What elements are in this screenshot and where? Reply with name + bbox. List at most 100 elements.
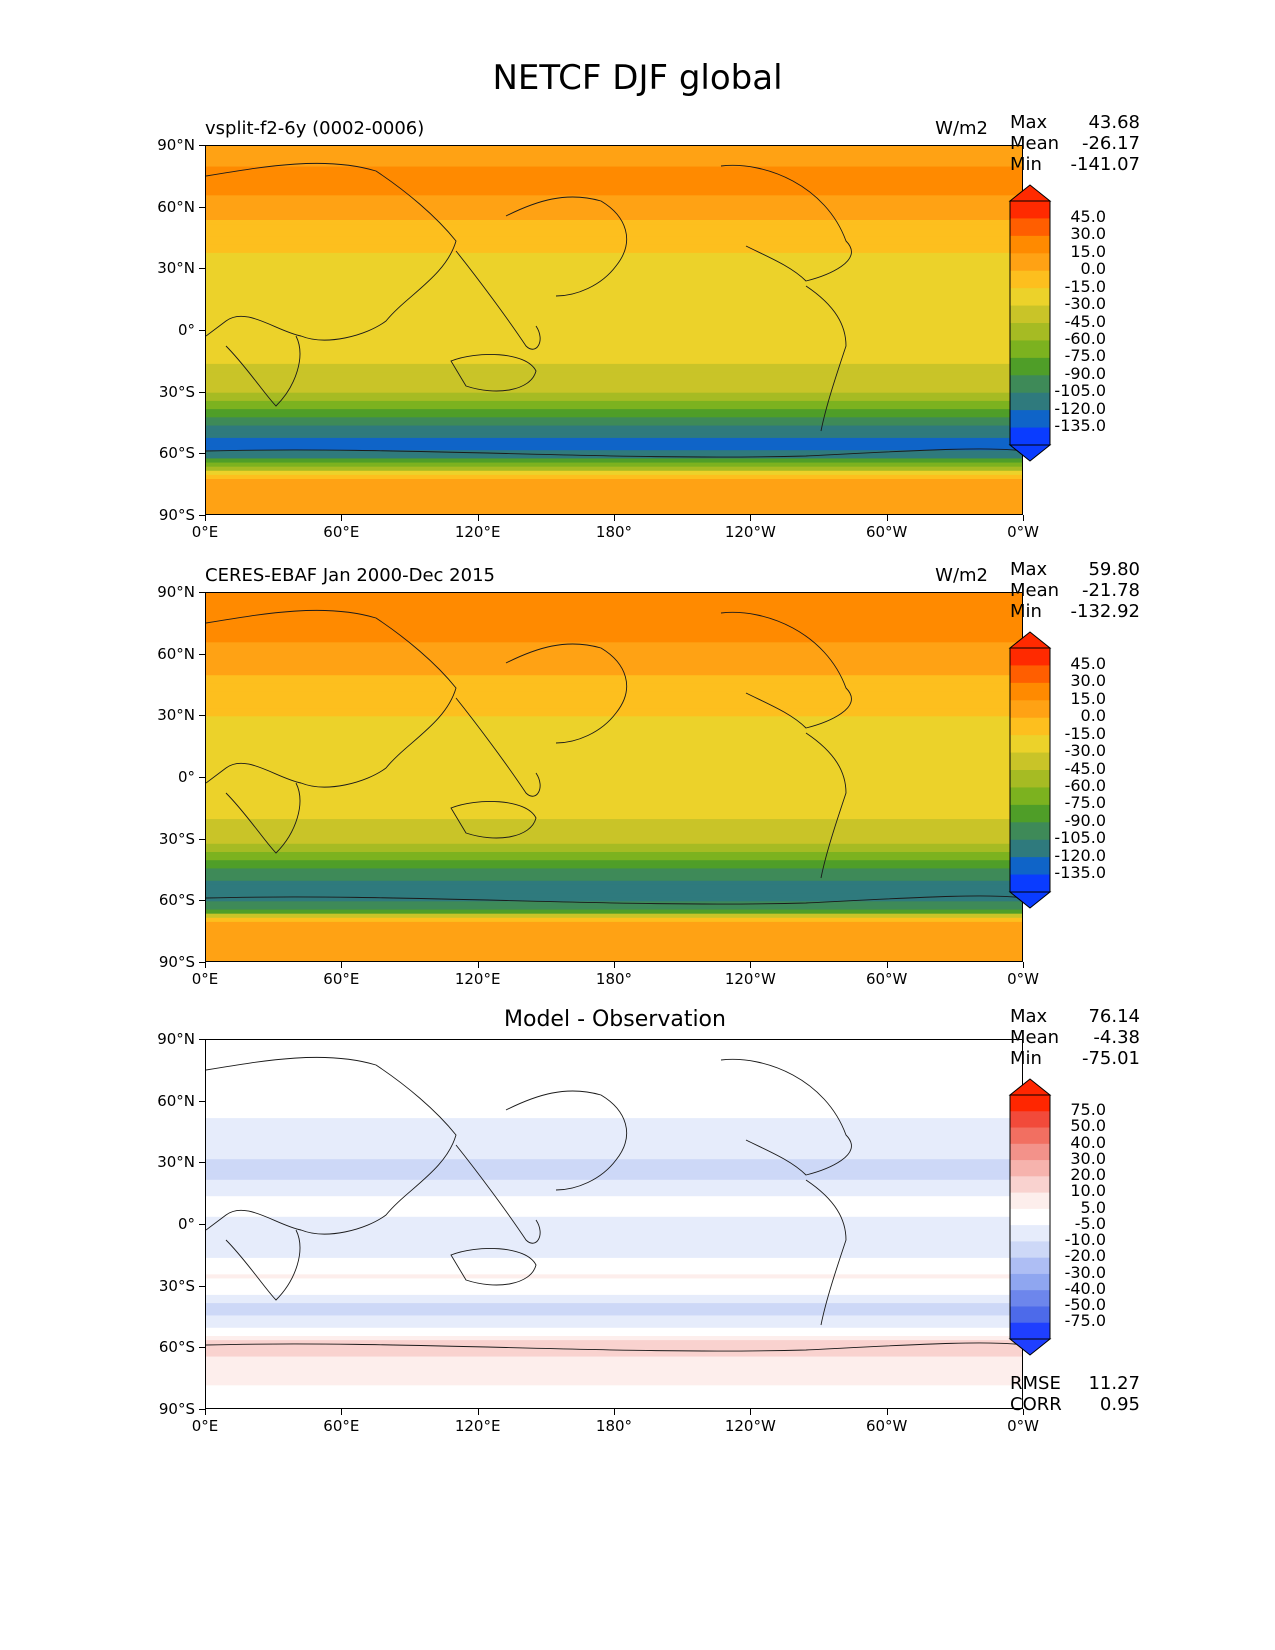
zonal-band — [206, 1373, 1022, 1378]
panel-1-map — [205, 145, 1023, 515]
zonal-band — [206, 1319, 1022, 1325]
zonal-band — [206, 778, 1022, 783]
y-tick-mark — [199, 838, 205, 840]
colorbar-segment — [1010, 218, 1050, 237]
zonal-band — [206, 798, 1022, 804]
mean-label: Mean — [1010, 580, 1060, 601]
colorbar-tick-label: -10.0 — [1064, 1230, 1106, 1250]
zonal-band — [206, 1257, 1022, 1263]
zonal-band — [206, 294, 1022, 299]
zonal-band — [206, 1294, 1022, 1300]
zonal-band — [206, 613, 1022, 619]
x-tick-label: 0°W — [1007, 970, 1039, 988]
x-tick-label: 120°E — [454, 970, 501, 988]
colorbar-segment — [1010, 682, 1050, 701]
zonal-band — [206, 437, 1022, 443]
zonal-band — [206, 1072, 1022, 1078]
zonal-band — [206, 483, 1022, 488]
zonal-band — [206, 1364, 1022, 1370]
colorbar-segment — [1010, 648, 1050, 666]
zonal-band — [206, 843, 1022, 849]
zonal-band — [206, 769, 1022, 775]
zonal-band — [206, 1200, 1022, 1206]
zonal-band — [206, 150, 1022, 155]
coastline — [206, 1056, 457, 1235]
colorbar-extend-min — [1008, 1338, 1052, 1356]
zonal-band — [206, 1229, 1022, 1234]
zonal-band — [206, 1290, 1022, 1296]
zonal-band — [206, 380, 1022, 386]
zonal-band — [206, 601, 1022, 606]
zonal-band — [206, 860, 1022, 865]
colorbar-segment — [1010, 700, 1050, 719]
panel-1-colorbar — [1008, 184, 1052, 462]
zonal-band — [206, 1389, 1022, 1395]
zonal-band — [206, 621, 1022, 627]
panel-2-unit: W/m2 — [935, 565, 988, 586]
coastline — [505, 643, 628, 744]
zonal-band — [206, 1175, 1022, 1181]
zonal-band — [206, 930, 1022, 935]
zonal-band — [206, 306, 1022, 312]
max-label: Max — [1010, 112, 1048, 133]
figure-title: NETCF DJF global — [492, 58, 783, 98]
zonal-band — [206, 1286, 1022, 1292]
zonal-band — [206, 170, 1022, 176]
zonal-band — [206, 1381, 1022, 1386]
zonal-band — [206, 1241, 1022, 1247]
zonal-band — [206, 897, 1022, 902]
zonal-band — [206, 265, 1022, 270]
zonal-band — [206, 617, 1022, 623]
zonal-band — [206, 901, 1022, 907]
zonal-band — [206, 687, 1022, 693]
x-tick-label: 180° — [595, 970, 633, 988]
colorbar-tick-label: -60.0 — [1064, 776, 1106, 795]
colorbar-extend-max — [1008, 1078, 1052, 1096]
mean-label: Mean — [1010, 1027, 1060, 1048]
zonal-band — [206, 749, 1022, 754]
zonal-band — [206, 421, 1022, 427]
colorbar-segment — [1010, 1322, 1050, 1340]
y-tick-mark — [199, 1224, 205, 1225]
colorbar-segment — [1010, 735, 1050, 754]
y-tick-label: 30°S — [158, 382, 195, 401]
zonal-band — [206, 1122, 1022, 1127]
zonal-band — [206, 1048, 1022, 1053]
coastline — [206, 448, 1022, 458]
zonal-band — [206, 1109, 1022, 1115]
zonal-band — [206, 413, 1022, 418]
zonal-band — [206, 376, 1022, 381]
zonal-band — [206, 433, 1022, 439]
colorbar-extend-min — [1008, 444, 1052, 462]
zonal-band — [206, 864, 1022, 870]
zonal-band — [206, 630, 1022, 635]
coastline — [206, 162, 457, 341]
colorbar-tick-label: -135.0 — [1054, 863, 1106, 883]
panel-3-map — [205, 1039, 1023, 1409]
coastline — [206, 1342, 1022, 1352]
zonal-band — [206, 1348, 1022, 1354]
zonal-band — [206, 1142, 1022, 1148]
coastline — [225, 1229, 301, 1301]
zonal-band — [206, 921, 1022, 927]
zonal-band — [206, 1044, 1022, 1049]
zonal-band — [206, 335, 1022, 340]
colorbar-tick-label: 15.0 — [1070, 241, 1106, 261]
coastline — [720, 1058, 852, 1176]
zonal-band — [206, 1393, 1022, 1399]
max-value: 59.80 — [1088, 559, 1140, 580]
x-tick-label: 60°E — [323, 523, 360, 541]
y-tick-label: 90°N — [157, 136, 195, 154]
colorbar-segment — [1010, 1160, 1050, 1177]
zonal-band — [206, 146, 1022, 151]
x-tick-mark — [341, 1409, 343, 1415]
colorbar-tick-label: -135.0 — [1054, 416, 1106, 436]
zonal-band — [206, 1327, 1022, 1333]
coastline — [455, 1144, 541, 1244]
x-tick-label: 0°W — [1007, 1417, 1039, 1435]
colorbar-segment — [1010, 305, 1050, 324]
zonal-band — [206, 343, 1022, 349]
x-tick-mark — [750, 1409, 752, 1415]
min-label: Min — [1010, 1048, 1042, 1069]
zonal-band — [206, 384, 1022, 390]
